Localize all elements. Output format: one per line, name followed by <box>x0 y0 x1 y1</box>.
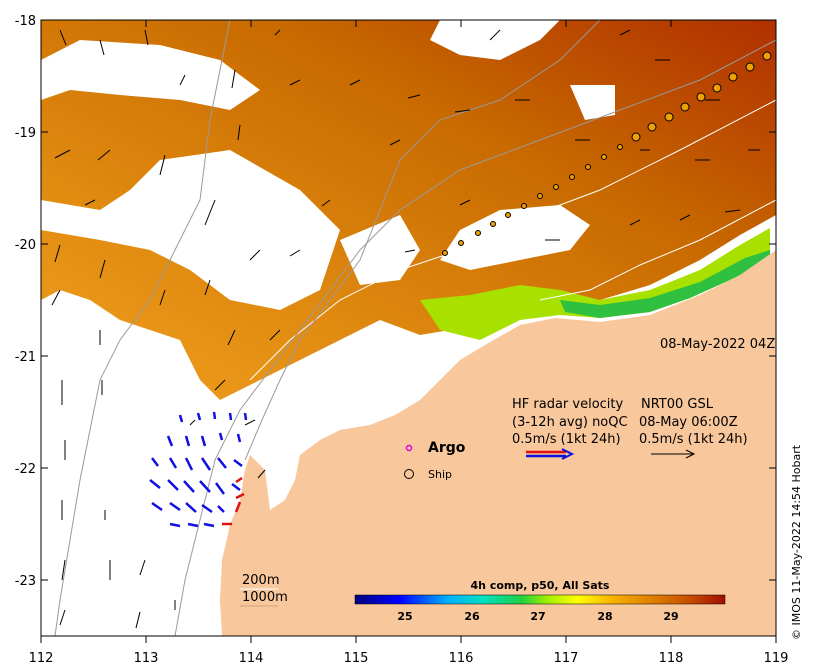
ship-track <box>442 51 772 256</box>
hf-scale-label: 0.5m/s (1kt 24h) <box>512 432 621 447</box>
nrt-title-1: NRT00 GSL <box>641 397 714 412</box>
y-ticks <box>41 19 776 581</box>
y-tick-label: -18 <box>15 14 36 29</box>
colorbar-tick: 26 <box>464 610 480 623</box>
isobath-200m-label: 200m <box>242 573 279 588</box>
ship-marker-icon <box>404 469 414 479</box>
y-tick-label: -20 <box>15 238 36 253</box>
colorbar-tick: 25 <box>397 610 412 623</box>
hf-radar-arrows <box>149 411 248 528</box>
y-tick-label: -19 <box>15 126 36 141</box>
x-tick-label: 115 <box>344 651 369 666</box>
isobath-inner <box>244 20 601 461</box>
land <box>220 250 776 636</box>
x-tick-label: 116 <box>449 651 474 666</box>
cloud-gap <box>340 215 420 285</box>
cloud-gap <box>570 85 615 120</box>
y-tick-label: -22 <box>15 462 36 477</box>
nrt-title-2: 08-May 06:00Z <box>639 415 738 430</box>
sst-coastal-band <box>420 228 770 340</box>
y-tick-label: -21 <box>15 350 36 365</box>
hf-radar-arrows-alt <box>222 476 245 526</box>
colorbar-title: 4h comp, p50, All Sats <box>471 579 610 592</box>
colorbar-tick: 29 <box>663 610 678 623</box>
x-tick-labels: 112 113 114 115 116 117 118 119 <box>29 651 789 666</box>
credit-label: © IMOS 11-May-2022 14:54 Hobart <box>790 444 803 640</box>
y-tick-labels: -18 -19 -20 -21 -22 -23 <box>15 14 36 589</box>
cloud-gap <box>41 150 340 310</box>
colorbar-tick: 27 <box>530 610 545 623</box>
isobath-1000m-label: 1000m <box>242 590 288 605</box>
model-velocity-arrows <box>51 29 760 629</box>
x-tick-label: 113 <box>134 651 159 666</box>
sst-coastal-band-green <box>560 250 770 318</box>
velocity-legend: HF radar velocity NRT00 GSL (3-12h avg) … <box>404 397 748 481</box>
ship-label: Ship <box>428 468 452 481</box>
x-tick-label: 114 <box>239 651 264 666</box>
x-tick-label: 112 <box>29 651 54 666</box>
isobath-1000m <box>174 39 776 636</box>
argo-marker-icon <box>405 444 413 452</box>
nrt-scale-label: 0.5m/s (1kt 24h) <box>639 432 748 447</box>
x-tick-label: 119 <box>764 651 789 666</box>
sst-colorbar: 4h comp, p50, All Sats 25 26 27 28 29 <box>354 579 726 623</box>
cloud-gap <box>440 205 590 270</box>
hf-title-2: (3-12h avg) noQC <box>512 415 628 430</box>
y-tick-label: -23 <box>15 574 36 589</box>
argo-label: Argo <box>428 440 466 456</box>
x-ticks <box>40 20 777 643</box>
cloud-gap <box>41 40 260 110</box>
hf-title-1: HF radar velocity <box>512 397 624 412</box>
isobath-200m <box>249 99 776 381</box>
arrow-head-icon <box>561 448 575 460</box>
x-tick-label: 118 <box>659 651 684 666</box>
arrow-head-icon <box>685 449 696 459</box>
x-tick-label: 117 <box>554 651 579 666</box>
colorbar-tick: 28 <box>597 610 612 623</box>
colorbar-ramp <box>354 594 726 605</box>
isobath-deep <box>54 20 231 636</box>
plot-frame <box>40 19 777 637</box>
timestamp-label: 08-May-2022 04Z <box>660 337 775 352</box>
cloud-gap <box>430 20 560 60</box>
